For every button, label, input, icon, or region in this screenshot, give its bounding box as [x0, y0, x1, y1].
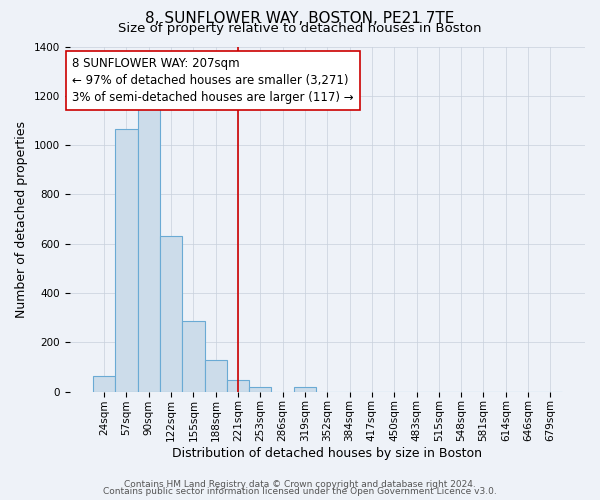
Bar: [227, 380, 249, 392]
Bar: [205, 360, 227, 392]
Bar: [182, 322, 205, 392]
Bar: [249, 386, 271, 392]
Bar: [160, 236, 182, 392]
Y-axis label: Number of detached properties: Number of detached properties: [15, 120, 28, 318]
X-axis label: Distribution of detached houses by size in Boston: Distribution of detached houses by size …: [172, 447, 482, 460]
Text: Contains HM Land Registry data © Crown copyright and database right 2024.: Contains HM Land Registry data © Crown c…: [124, 480, 476, 489]
Text: Contains public sector information licensed under the Open Government Licence v3: Contains public sector information licen…: [103, 487, 497, 496]
Bar: [115, 129, 137, 392]
Text: 8, SUNFLOWER WAY, BOSTON, PE21 7TE: 8, SUNFLOWER WAY, BOSTON, PE21 7TE: [145, 11, 455, 26]
Bar: [93, 376, 115, 392]
Bar: [294, 387, 316, 392]
Text: 8 SUNFLOWER WAY: 207sqm
← 97% of detached houses are smaller (3,271)
3% of semi-: 8 SUNFLOWER WAY: 207sqm ← 97% of detache…: [72, 57, 354, 104]
Bar: [137, 107, 160, 392]
Text: Size of property relative to detached houses in Boston: Size of property relative to detached ho…: [118, 22, 482, 35]
